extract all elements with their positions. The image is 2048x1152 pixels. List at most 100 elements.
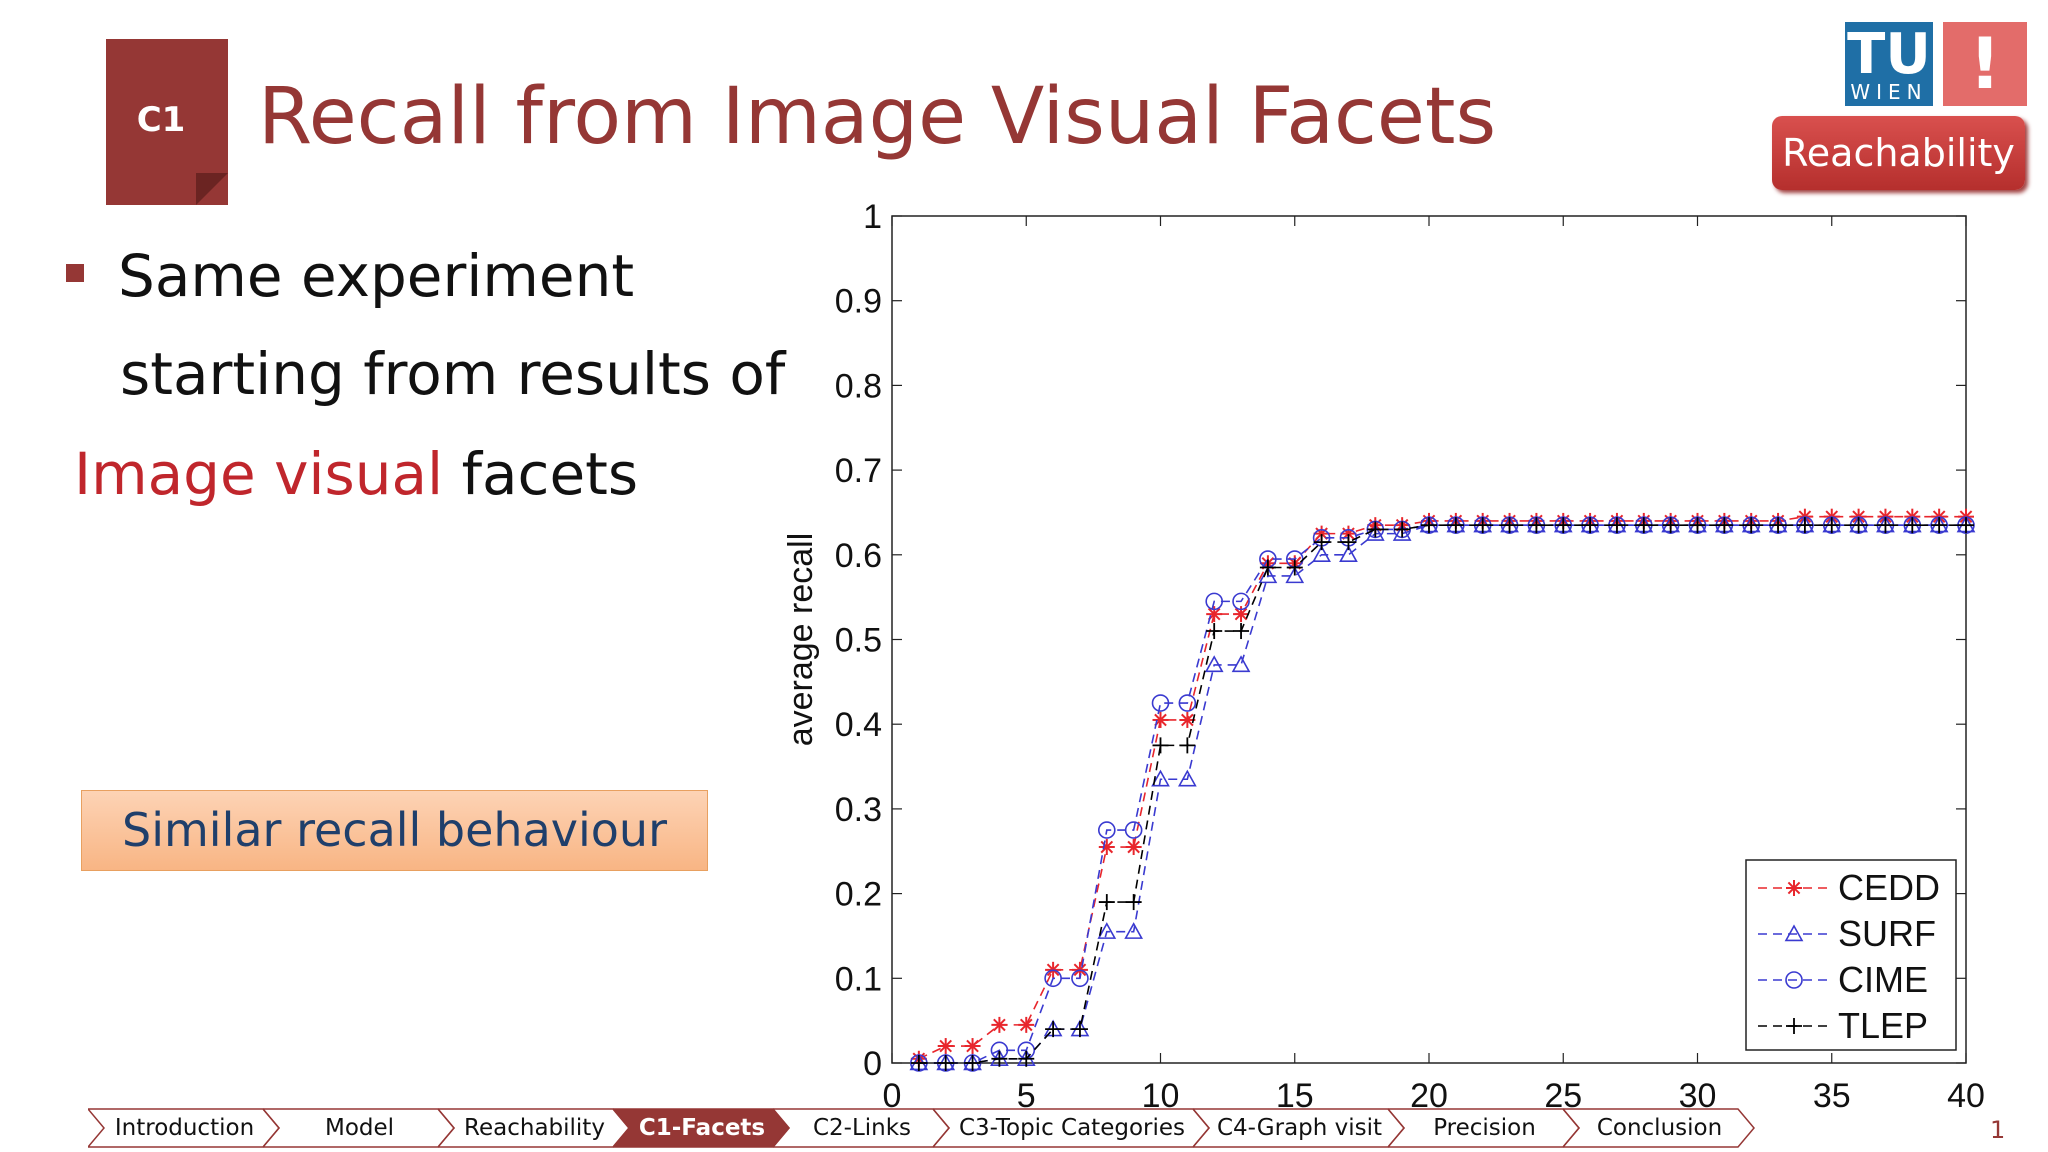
- nav-item-precision[interactable]: Precision: [1388, 1108, 1581, 1148]
- data-point-tlep: [1394, 521, 1411, 538]
- data-point-cime: [1098, 821, 1116, 839]
- nav-item-c3-topic-categories[interactable]: C3-Topic Categories: [933, 1108, 1211, 1148]
- data-point-cedd: [1233, 606, 1250, 623]
- data-point-tlep: [1796, 517, 1813, 534]
- series-line-tlep: [918, 524, 1966, 1064]
- logo-tu-text: TU: [1847, 22, 1931, 87]
- section-badge-label: C1: [136, 100, 186, 140]
- nav-item-conclusion[interactable]: Conclusion: [1563, 1108, 1756, 1148]
- reachability-button[interactable]: Reachability: [1772, 116, 2025, 190]
- data-point-surf: [1365, 523, 1385, 541]
- data-point-tlep: [910, 1055, 927, 1071]
- callout-box: Similar recall behaviour: [81, 790, 708, 871]
- data-point-tlep: [1259, 559, 1276, 576]
- legend-marker-cime: [1785, 971, 1803, 989]
- x-tick-label: 5: [1017, 1077, 1036, 1115]
- data-point-tlep: [1528, 517, 1545, 534]
- bullet-line-3: Image visual facets: [74, 440, 638, 508]
- badge-fold: [196, 173, 228, 205]
- bullet-line-3-rest: facets: [461, 440, 639, 508]
- y-tick-label: 0.2: [835, 876, 882, 914]
- data-point-tlep: [1340, 534, 1357, 551]
- data-point-tlep: [1447, 517, 1464, 534]
- y-tick-label: 0: [863, 1045, 882, 1083]
- slide-title: Recall from Image Visual Facets: [258, 72, 1497, 162]
- y-axis-label: average recall: [782, 533, 820, 747]
- y-tick-label: 0.5: [835, 622, 882, 660]
- legend-marker-surf: [1784, 924, 1804, 942]
- data-point-surf: [1231, 655, 1251, 673]
- data-point-tlep: [1931, 517, 1948, 534]
- data-point-tlep: [1018, 1050, 1035, 1067]
- nav-item-c1-facets[interactable]: C1-Facets: [613, 1108, 791, 1148]
- data-point-tlep: [1743, 517, 1760, 534]
- y-tick-label: 0.1: [835, 960, 882, 998]
- data-point-cedd: [964, 1038, 981, 1055]
- data-point-cedd: [991, 1016, 1008, 1033]
- data-point-surf: [1097, 922, 1117, 939]
- legend-marker-cedd: [1786, 880, 1802, 896]
- data-point-tlep: [1152, 737, 1169, 754]
- data-point-tlep: [1367, 521, 1384, 538]
- y-tick-label: 0.6: [835, 537, 882, 575]
- bullet-line-1: Same experiment: [118, 242, 635, 310]
- nav-item-label: Conclusion: [1596, 1115, 1723, 1141]
- nav-item-introduction[interactable]: Introduction: [88, 1108, 281, 1148]
- data-point-tlep: [1662, 517, 1679, 534]
- nav-item-label: C1-Facets: [638, 1115, 766, 1141]
- data-point-tlep: [1877, 517, 1894, 534]
- data-point-tlep: [1313, 534, 1330, 551]
- data-point-tlep: [1582, 517, 1599, 534]
- data-point-cedd: [1125, 839, 1142, 856]
- data-point-cime: [1124, 821, 1143, 839]
- exclamation-logo-icon: !: [1943, 22, 2027, 106]
- legend-label-cedd: CEDD: [1838, 867, 1940, 908]
- y-tick-label: 1: [863, 198, 882, 236]
- data-point-surf: [1312, 545, 1331, 563]
- data-point-surf: [1392, 523, 1412, 541]
- data-point-surf: [1124, 922, 1144, 939]
- data-point-cedd: [1152, 711, 1169, 728]
- bullet-icon: [66, 264, 84, 282]
- data-point-surf: [1177, 769, 1197, 787]
- data-point-tlep: [1555, 517, 1572, 534]
- data-point-cime: [1151, 694, 1170, 712]
- data-point-tlep: [1045, 1021, 1062, 1038]
- data-point-cedd: [1098, 839, 1115, 856]
- bullet-line-2: starting from results of: [120, 340, 786, 408]
- data-point-tlep: [964, 1055, 981, 1071]
- tu-wien-logo: TU WIEN: [1845, 22, 1933, 106]
- data-point-surf: [1339, 545, 1358, 563]
- x-tick-label: 35: [1813, 1077, 1851, 1115]
- data-point-surf: [1285, 566, 1305, 584]
- data-point-tlep: [1474, 517, 1491, 534]
- y-tick-label: 0.4: [835, 706, 882, 744]
- data-point-cime: [1232, 592, 1250, 611]
- y-tick-label: 0.8: [835, 367, 882, 405]
- series-line-cedd: [918, 515, 1966, 1060]
- nav-item-c2-links[interactable]: C2-Links: [773, 1108, 951, 1148]
- data-point-tlep: [1233, 623, 1250, 640]
- nav-item-label: Reachability: [464, 1115, 605, 1141]
- data-point-tlep: [1071, 1021, 1088, 1038]
- nav-item-label: C4-Graph visit: [1216, 1115, 1383, 1141]
- nav-item-c4-graph-visit[interactable]: C4-Graph visit: [1193, 1108, 1406, 1148]
- data-point-tlep: [1850, 517, 1867, 534]
- data-point-tlep: [1125, 894, 1142, 911]
- nav-item-reachability[interactable]: Reachability: [438, 1108, 631, 1148]
- nav-item-label: Precision: [1433, 1115, 1536, 1141]
- legend-marker-tlep: [1786, 1018, 1802, 1034]
- data-point-cime: [1044, 969, 1062, 988]
- data-point-tlep: [1608, 517, 1625, 534]
- x-tick-label: 0: [883, 1077, 902, 1115]
- page-number: 1: [1990, 1116, 2006, 1144]
- legend-box: [1745, 859, 1957, 1051]
- nav-item-label: C2-Links: [812, 1115, 912, 1141]
- data-point-cedd: [1018, 1016, 1035, 1033]
- x-tick-label: 40: [1947, 1077, 1985, 1115]
- data-point-tlep: [1958, 517, 1974, 534]
- data-point-cime: [1071, 969, 1089, 988]
- nav-item-model[interactable]: Model: [263, 1108, 456, 1148]
- nav-item-label: C3-Topic Categories: [958, 1115, 1185, 1141]
- data-point-tlep: [1904, 517, 1921, 534]
